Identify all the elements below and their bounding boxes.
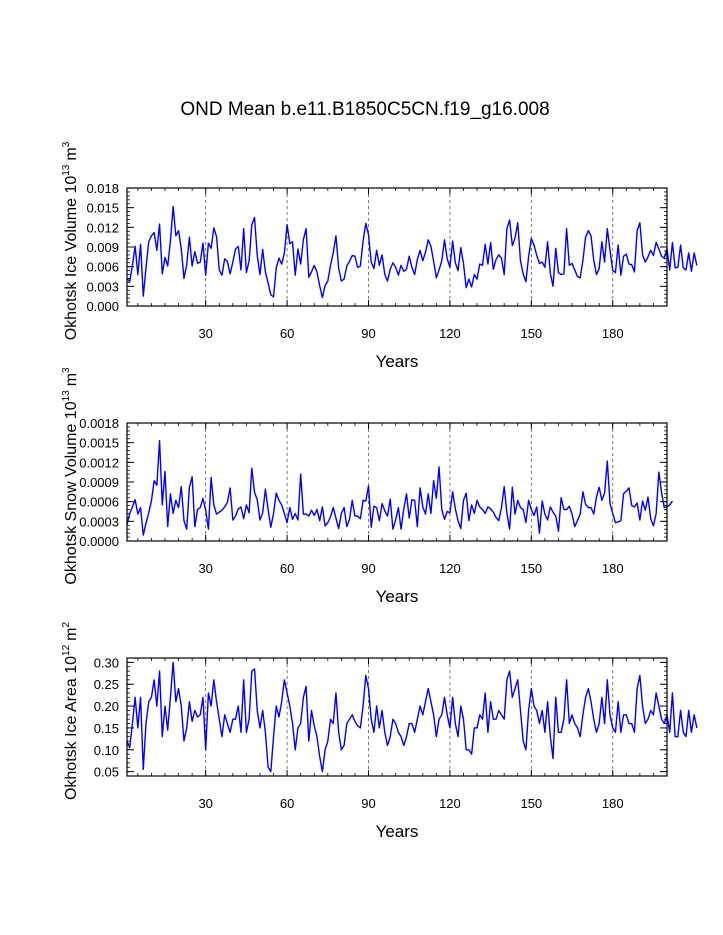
series-line [126,440,674,536]
y-tick-label: 0.25 [94,677,119,692]
x-tick-label: 120 [439,796,461,811]
y-axis-label-unit: m [63,147,80,160]
y-tick-label: 0.30 [94,655,119,670]
x-axis-label: Years [376,822,419,841]
y-tick-label: 0.05 [94,765,119,780]
x-axis-label: Years [376,587,419,606]
y-axis-label-exp: 12 [61,644,72,656]
panel-3: 30 60 90 120 150 180 0.05 0.10 0.15 0.20 0.25 0.30 Y… [61,622,698,841]
x-tick-label: 60 [280,796,294,811]
x-tick-label: 180 [602,326,624,341]
y-tick-label: 0.009 [86,240,119,255]
y-tick-label: 0.0009 [79,475,119,490]
y-axis-label-unit-exp: 2 [61,622,72,628]
y-axis-label-main: Okhotsk Ice Area 10 [63,656,80,800]
x-tick-label: 90 [361,561,375,576]
x-tick-label: 90 [361,326,375,341]
x-tick-label: 180 [602,561,624,576]
y-tick-label: 0.0003 [79,514,119,529]
y-axis-label-unit: m [63,373,80,386]
y-axis-label-unit: m [63,628,80,641]
y-axis-label: Okhotsk Ice Area 1012 m2 [61,622,80,801]
y-tick-label: 0.003 [86,279,119,294]
x-tick-label: 30 [198,796,212,811]
y-tick-label: 0.10 [94,743,119,758]
y-axis-label-exp: 13 [61,164,72,176]
y-tick-label: 0.018 [86,181,119,196]
panel-2: 30 60 90 120 150 180 0.0000 0.0003 0.0006 0.0009 0… [61,367,674,606]
y-axis-label-unit-exp: 3 [61,141,72,147]
x-tick-label: 120 [439,561,461,576]
y-tick-label: 0.20 [94,699,119,714]
panel-1: 30 60 90 120 150 180 0.000 0.003 0.006 0.009 0.012… [61,141,698,371]
y-tick-label: 0.015 [86,201,119,216]
y-axis-label-main: Okhotsk Ice Volume 10 [63,176,80,341]
x-tick-label: 180 [602,796,624,811]
x-tick-label: 150 [520,796,542,811]
x-axis-label: Years [376,352,419,371]
panels: 30 60 90 120 150 180 0.000 0.003 0.006 0.009 0.012… [61,141,698,841]
x-tick-label: 150 [520,561,542,576]
series-line [126,661,698,773]
y-axis-label: Okhotsk Snow Volume 1013 m3 [61,367,80,585]
y-tick-label: 0.012 [86,220,119,235]
plot-frame [126,657,668,777]
y-axis-label-unit-exp: 3 [61,367,72,373]
y-axis-label-main: Okhotsk Snow Volume 10 [63,401,80,584]
x-tick-label: 120 [439,326,461,341]
y-tick-label: 0.0015 [79,436,119,451]
x-tick-label: 150 [520,326,542,341]
y-tick-label: 0.0006 [79,495,119,510]
y-tick-label: 0.0012 [79,455,119,470]
y-tick-label: 0.000 [86,299,119,314]
x-tick-label: 90 [361,796,375,811]
y-tick-label: 0.15 [94,721,119,736]
x-tick-label: 60 [280,326,294,341]
series-line [126,205,698,299]
y-tick-label: 0.006 [86,260,119,275]
x-tick-label: 30 [198,326,212,341]
figure-title: OND Mean b.e11.B1850C5CN.f19_g16.008 [180,99,549,120]
plot-frame [126,187,668,307]
x-tick-label: 60 [280,561,294,576]
y-axis-label-exp: 13 [61,390,72,402]
plot-frame [126,422,668,542]
y-tick-label: 0.0000 [79,534,119,549]
y-axis-label: Okhotsk Ice Volume 1013 m3 [61,141,80,340]
y-tick-label: 0.0018 [79,416,119,431]
x-tick-label: 30 [198,561,212,576]
